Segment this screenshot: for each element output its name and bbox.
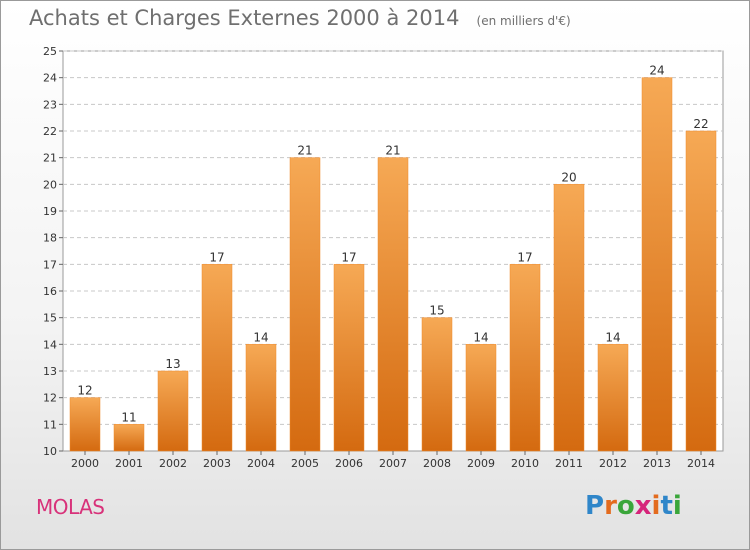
y-tick-label: 14 — [43, 338, 57, 351]
x-tick-label: 2000 — [71, 457, 99, 470]
x-tick-label: 2001 — [115, 457, 143, 470]
bar-2010 — [509, 264, 541, 452]
y-tick-label: 12 — [43, 392, 57, 405]
y-tick-label: 17 — [43, 258, 57, 271]
x-tick-label: 2007 — [379, 457, 407, 470]
data-label: 21 — [297, 144, 312, 158]
bar-2012 — [597, 344, 629, 452]
y-tick-label: 23 — [43, 98, 57, 111]
y-tick-label: 19 — [43, 205, 57, 218]
logo-letter: i — [672, 491, 682, 521]
x-tick-label: 2014 — [687, 457, 715, 470]
x-tick-label: 2005 — [291, 457, 319, 470]
data-label: 11 — [121, 410, 136, 424]
logo-letter: r — [604, 491, 617, 521]
logo-letter: P — [585, 491, 605, 521]
chart-subtitle: (en milliers d'€) — [476, 14, 571, 28]
data-label: 14 — [605, 330, 620, 344]
x-axis: 2000 2001 2002 2003 2004 2005 2006 2007 2008 2009… — [71, 451, 715, 470]
y-tick-label: 16 — [43, 285, 57, 298]
logo-letter: o — [616, 491, 635, 521]
x-tick-label: 2012 — [599, 457, 627, 470]
bar-2002 — [157, 370, 189, 452]
data-label: 17 — [517, 250, 532, 264]
y-tick-label: 20 — [43, 178, 57, 191]
data-label: 12 — [77, 384, 92, 398]
bar-2008 — [421, 317, 453, 452]
proxiti-logo[interactable]: Proxiti — [585, 491, 682, 521]
bar-2014 — [685, 130, 717, 452]
y-tick-label: 10 — [43, 445, 57, 458]
x-tick-label: 2009 — [467, 457, 495, 470]
x-tick-label: 2011 — [555, 457, 583, 470]
data-label: 21 — [385, 144, 400, 158]
y-tick-label: 22 — [43, 125, 57, 138]
data-label: 17 — [209, 250, 224, 264]
data-label: 15 — [429, 304, 444, 318]
y-tick-label: 25 — [43, 45, 57, 58]
bar-2007 — [377, 157, 409, 452]
y-tick-label: 24 — [43, 72, 57, 85]
bar-2006 — [333, 264, 365, 452]
bar-2000 — [69, 397, 101, 452]
x-tick-label: 2002 — [159, 457, 187, 470]
bar-2009 — [465, 344, 497, 452]
x-tick-label: 2006 — [335, 457, 363, 470]
bar-2013 — [641, 77, 673, 452]
bar-2004 — [245, 344, 277, 452]
bar-2005 — [289, 157, 321, 452]
chart-title: Achats et Charges Externes 2000 à 2014 — [29, 6, 460, 30]
data-label: 17 — [341, 250, 356, 264]
logo-letter: x — [634, 491, 652, 521]
bar-2011 — [553, 184, 585, 452]
y-tick-label: 15 — [43, 312, 57, 325]
y-tick-label: 21 — [43, 152, 57, 165]
x-tick-label: 2013 — [643, 457, 671, 470]
data-label: 13 — [165, 357, 180, 371]
bar-2003 — [201, 264, 233, 452]
y-tick-label: 13 — [43, 365, 57, 378]
logo-letter: i — [651, 491, 661, 521]
bars: 12 11 13 17 14 21 17 21 15 14 17 20 14 24 22 — [69, 64, 717, 452]
y-tick-label: 18 — [43, 232, 57, 245]
title-row: Achats et Charges Externes 2000 à 2014 (… — [29, 6, 571, 30]
x-tick-label: 2004 — [247, 457, 275, 470]
bar-2001 — [113, 424, 145, 452]
data-label: 22 — [693, 117, 708, 131]
data-label: 14 — [473, 330, 488, 344]
logo-letter: t — [660, 491, 673, 521]
commune-name: MOLAS — [36, 495, 105, 519]
y-tick-label: 11 — [43, 418, 57, 431]
data-label: 20 — [561, 170, 576, 184]
y-axis: 10 11 12 13 14 15 16 17 18 19 20 21 22 23 24 25 — [43, 45, 63, 458]
x-tick-label: 2008 — [423, 457, 451, 470]
x-tick-label: 2003 — [203, 457, 231, 470]
data-label: 24 — [649, 64, 664, 78]
data-label: 14 — [253, 330, 268, 344]
x-tick-label: 2010 — [511, 457, 539, 470]
